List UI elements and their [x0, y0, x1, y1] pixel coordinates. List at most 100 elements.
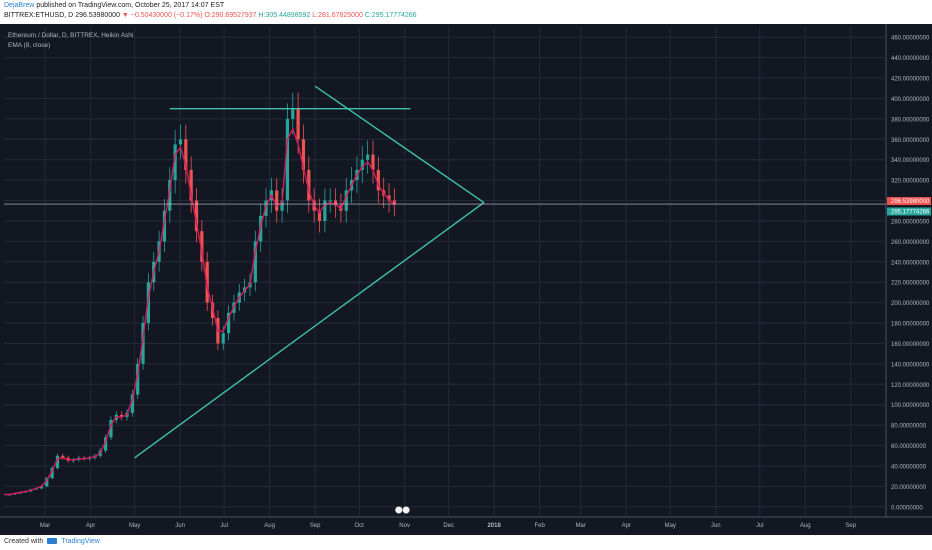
author-link[interactable]: DejaBrew [4, 2, 35, 9]
candle-body [333, 200, 338, 206]
price-label-text: 296.53980000 [891, 199, 930, 205]
event-marker-icon [402, 506, 410, 514]
candle-body [39, 486, 44, 489]
x-tick-label: Sep [310, 523, 321, 529]
candle-body [307, 169, 311, 201]
candle-body [344, 190, 348, 211]
ohlc-line: BITTREX:ETHUSD, D 296.53980000 ▼ −0.5043… [4, 12, 417, 19]
candle-body [221, 333, 225, 344]
candle-body [173, 144, 177, 181]
price-chart[interactable]: 0.00000000 20.00000000 40.00000000 60.00000… [0, 24, 932, 535]
x-tick-label: Apr [622, 523, 631, 529]
candle-body [376, 169, 380, 191]
y-tick-label: 180.00000000 [891, 322, 930, 328]
candle-body [120, 414, 124, 417]
candle-body [61, 455, 65, 458]
candle-body [200, 231, 204, 262]
candle-body [205, 261, 209, 303]
candle-body [392, 200, 396, 205]
x-tick-label: Jul [756, 523, 764, 529]
candle-body [253, 241, 257, 283]
candle-body [189, 169, 193, 201]
created-with-text: Created with [4, 538, 44, 545]
x-tick-label: Aug [264, 523, 275, 529]
y-tick-label: 360.00000000 [891, 138, 930, 144]
price-label-box [887, 197, 931, 206]
candle-body [136, 363, 140, 395]
y-tick-label: 420.00000000 [891, 77, 930, 83]
x-tick-label: Nov [399, 523, 410, 529]
candle-body [366, 154, 370, 160]
candle-body [162, 210, 167, 242]
trendline [134, 202, 485, 459]
x-tick-label: Aug [800, 523, 811, 529]
price-axis-panel [886, 24, 932, 535]
candle-body [285, 118, 290, 201]
y-tick-label: 200.00000000 [891, 301, 930, 307]
x-tick-label: May [665, 523, 676, 529]
y-tick-label: 220.00000000 [891, 281, 930, 287]
x-tick-label: Sep [845, 523, 856, 529]
candle-body [109, 420, 113, 438]
x-tick-label: Jul [220, 523, 228, 529]
published-text: published on TradingView.com, October 25… [36, 2, 225, 9]
candle-body [194, 200, 199, 232]
y-tick-label: 400.00000000 [891, 97, 930, 103]
candle-body [178, 139, 183, 145]
candle-body [323, 200, 327, 221]
y-tick-label: 100.00000000 [891, 403, 930, 409]
current-price: 296.53980000 [75, 12, 120, 19]
y-tick-label: 340.00000000 [891, 158, 930, 164]
tradingview-logo-icon [47, 538, 58, 545]
trendline [314, 85, 485, 204]
y-tick-label: 80.00000000 [891, 424, 927, 430]
ohlc-open: O:290.69527937 [204, 12, 257, 19]
x-tick-label: Feb [534, 523, 545, 529]
chart-background [0, 24, 932, 535]
legend-title: Ethereum / Dollar, D, BITTREX, Heikin As… [8, 32, 133, 39]
footer: Created with TradingView [0, 535, 932, 550]
event-marker-icon [395, 506, 403, 514]
candle-body [328, 200, 332, 202]
candle-body [317, 210, 322, 221]
y-tick-label: 320.00000000 [891, 179, 930, 185]
ohlc-high: H:305.44898592 [258, 12, 311, 19]
y-tick-label: 0.00000000 [891, 505, 923, 511]
candle-body [275, 190, 279, 211]
y-tick-label: 460.00000000 [891, 36, 930, 42]
x-tick-label: Mar [576, 523, 586, 529]
candle-body [104, 437, 108, 451]
candle-body [291, 108, 295, 119]
candle-body [55, 455, 60, 468]
price-label-box [887, 207, 931, 216]
candle-body [360, 159, 364, 170]
legend-ema: EMA (8, close) [8, 42, 50, 49]
candle-body [130, 394, 134, 413]
x-tick-label: 2018 [487, 523, 501, 529]
x-tick-label: Jun [175, 523, 185, 529]
x-tick-label: Mar [40, 523, 50, 529]
x-tick-label: Dec [443, 523, 454, 529]
x-tick-label: Jun [711, 523, 721, 529]
y-tick-label: 40.00000000 [891, 464, 927, 470]
chart-header: DejaBrew published on TradingView.com, O… [0, 0, 932, 24]
created-with: Created with TradingView [4, 538, 100, 545]
candle-body [296, 108, 300, 140]
y-tick-label: 260.00000000 [891, 240, 930, 246]
candle-body [184, 139, 188, 170]
y-tick-label: 120.00000000 [891, 383, 930, 389]
y-tick-label: 160.00000000 [891, 342, 930, 348]
candle-body [141, 323, 145, 364]
ohlc-low: L:281.67825000 [312, 12, 363, 19]
x-tick-label: May [129, 523, 140, 529]
y-tick-label: 140.00000000 [891, 362, 930, 368]
price-change: ▼ −0.50430000 (−0.17%) [121, 12, 203, 19]
x-tick-label: Apr [86, 523, 95, 529]
x-tick-label: Oct [354, 523, 364, 529]
candle-body [226, 312, 231, 334]
candle-body [387, 195, 391, 201]
y-tick-label: 20.00000000 [891, 485, 927, 491]
publish-line: DejaBrew published on TradingView.com, O… [4, 2, 224, 9]
tradingview-link[interactable]: TradingView [61, 538, 100, 545]
price-label-text: 295.17774266 [891, 209, 930, 215]
